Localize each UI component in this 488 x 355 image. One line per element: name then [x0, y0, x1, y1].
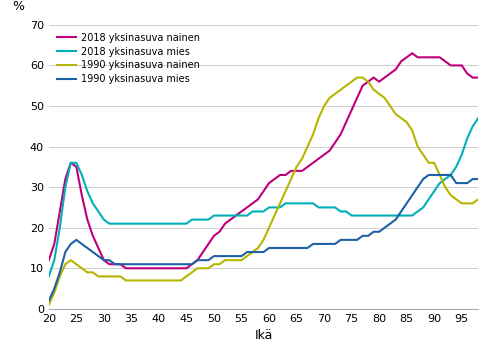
2018 yksinasuva mies [150, 222, 156, 226]
2018 yksinasuva mies [360, 213, 366, 218]
2018 yksinasuva mies [217, 213, 223, 218]
1990 yksinasuva mies [222, 254, 228, 258]
Line: 1990 yksinasuva mies: 1990 yksinasuva mies [49, 175, 478, 301]
2018 yksinasuva nainen [123, 266, 129, 271]
1990 yksinasuva mies [475, 177, 481, 181]
Y-axis label: %: % [13, 0, 25, 13]
Line: 2018 yksinasuva nainen: 2018 yksinasuva nainen [49, 53, 478, 268]
2018 yksinasuva mies [46, 274, 52, 279]
2018 yksinasuva nainen [167, 266, 173, 271]
Line: 2018 yksinasuva mies: 2018 yksinasuva mies [49, 118, 478, 277]
1990 yksinasuva nainen [46, 303, 52, 307]
2018 yksinasuva nainen [46, 258, 52, 262]
2018 yksinasuva nainen [409, 51, 415, 55]
2018 yksinasuva mies [294, 201, 300, 206]
2018 yksinasuva mies [162, 222, 167, 226]
1990 yksinasuva mies [360, 234, 366, 238]
1990 yksinasuva mies [162, 262, 167, 266]
1990 yksinasuva mies [150, 262, 156, 266]
1990 yksinasuva nainen [162, 278, 167, 283]
X-axis label: Ikä: Ikä [254, 329, 273, 342]
1990 yksinasuva nainen [354, 76, 360, 80]
Line: 1990 yksinasuva nainen: 1990 yksinasuva nainen [49, 78, 478, 305]
1990 yksinasuva mies [426, 173, 431, 177]
1990 yksinasuva nainen [294, 165, 300, 169]
1990 yksinasuva mies [294, 246, 300, 250]
1990 yksinasuva nainen [222, 258, 228, 262]
2018 yksinasuva nainen [365, 80, 371, 84]
2018 yksinasuva nainen [299, 169, 305, 173]
1990 yksinasuva mies [217, 254, 223, 258]
2018 yksinasuva mies [475, 116, 481, 120]
1990 yksinasuva nainen [217, 262, 223, 266]
1990 yksinasuva nainen [365, 80, 371, 84]
1990 yksinasuva nainen [475, 197, 481, 201]
1990 yksinasuva nainen [150, 278, 156, 283]
1990 yksinasuva mies [46, 299, 52, 303]
2018 yksinasuva nainen [156, 266, 162, 271]
2018 yksinasuva nainen [227, 218, 233, 222]
Legend: 2018 yksinasuva nainen, 2018 yksinasuva mies, 1990 yksinasuva nainen, 1990 yksin: 2018 yksinasuva nainen, 2018 yksinasuva … [54, 30, 203, 87]
2018 yksinasuva nainen [222, 222, 228, 226]
2018 yksinasuva mies [222, 213, 228, 218]
2018 yksinasuva nainen [475, 76, 481, 80]
